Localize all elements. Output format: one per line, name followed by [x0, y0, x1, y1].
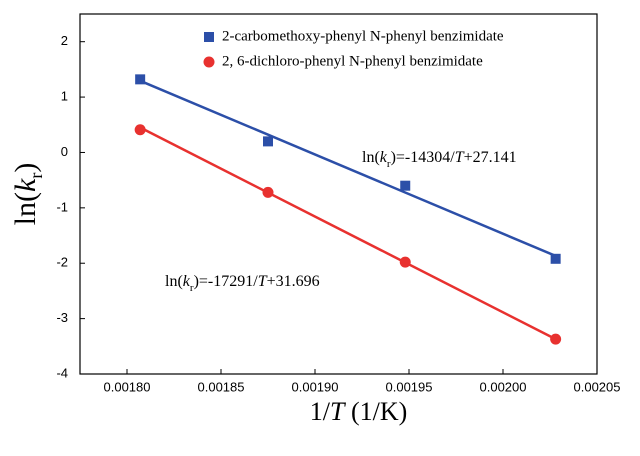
x-axis-title-part: 1/: [310, 397, 331, 426]
y-axis-title-part: k: [9, 178, 42, 192]
data-point: [135, 74, 146, 85]
y-axis-title-part: r: [26, 173, 46, 179]
data-point: [134, 124, 146, 136]
fit-equation-part: ln(: [165, 273, 183, 290]
x-tick-label: 0.00185: [198, 379, 245, 394]
data-point: [262, 186, 274, 198]
fit-equation-part: +31.696: [267, 273, 320, 290]
fit-line: [139, 79, 557, 258]
y-tick-label: -2: [56, 255, 68, 270]
fit-equation-part: r: [190, 282, 194, 294]
y-axis-title-part: ): [9, 163, 42, 173]
y-tick-label: -4: [56, 365, 68, 380]
x-axis-title-part: (1/K): [344, 397, 407, 426]
data-point: [400, 180, 411, 191]
fit-equation-part: )=-14304/: [391, 149, 456, 166]
fit-equation-part: )=-17291/: [194, 273, 259, 290]
y-tick-label: 0: [61, 144, 68, 159]
fit-equation-part: +27.141: [464, 149, 517, 166]
legend-label: 2, 6-dichloro-phenyl N-phenyl benzimidat…: [222, 53, 483, 69]
data-point: [399, 256, 411, 268]
fit-equation-part: r: [387, 158, 391, 170]
y-tick-label: -3: [56, 310, 68, 325]
data-point: [263, 136, 273, 147]
x-axis-title: 1/T (1/K): [310, 397, 408, 426]
fit-equation: ln(kr)=-17291/T+31.696: [165, 273, 320, 294]
y-tick-label: 2: [61, 33, 68, 48]
y-axis-title-part: ln(: [9, 192, 42, 225]
x-tick-label: 0.00180: [104, 379, 151, 394]
x-tick-label: 0.00205: [574, 379, 621, 394]
data-point: [550, 253, 561, 264]
x-axis-title-part: T: [330, 397, 346, 426]
x-tick-label: 0.00200: [480, 379, 527, 394]
fit-equation: ln(kr)=-14304/T+27.141: [362, 149, 517, 170]
legend-marker: [203, 56, 215, 68]
fit-equation-part: k: [183, 273, 191, 290]
legend-marker: [204, 32, 214, 42]
fit-line: [139, 126, 557, 341]
x-tick-label: 0.00195: [386, 379, 433, 394]
fit-equation-part: T: [455, 149, 465, 166]
fit-equation-part: k: [380, 149, 388, 166]
legend-label: 2-carbomethoxy-phenyl N-phenyl benzimida…: [222, 28, 504, 44]
data-point: [550, 333, 562, 345]
x-tick-label: 0.00190: [292, 379, 339, 394]
fit-equation-part: ln(: [362, 149, 380, 166]
plot-frame: [79, 13, 598, 375]
fit-equation-part: T: [258, 273, 268, 290]
y-tick-label: 1: [61, 89, 68, 104]
y-tick-label: -1: [56, 199, 68, 214]
y-axis-title: ln(kr): [9, 163, 46, 226]
